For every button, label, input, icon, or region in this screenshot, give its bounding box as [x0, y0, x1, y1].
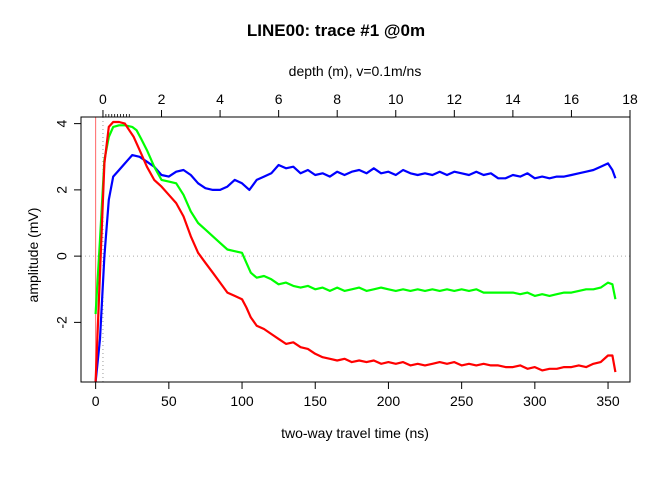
series-line-1 — [94, 124, 617, 315]
y-tick-label--2: -2 — [54, 316, 70, 329]
y-tick-label-0: 0 — [54, 252, 70, 260]
top-tick-label-12: 12 — [447, 91, 463, 107]
plot-area: 0 50 100 150 200 250 300 350 -2 0 2 4 0 2 4 6 8 10 12 14 16 1… — [54, 91, 638, 409]
x-axis-label: two-way travel time (ns) — [281, 425, 429, 441]
y-axis-label: amplitude (mV) — [25, 208, 41, 303]
x-tick-label-300: 300 — [523, 393, 547, 409]
top-tick-label-16: 16 — [564, 91, 580, 107]
plot-frame — [80, 116, 631, 383]
top-tick-label-18: 18 — [622, 91, 638, 107]
top-tick-label-6: 6 — [275, 91, 283, 107]
top-tick-label-10: 10 — [388, 91, 404, 107]
chart-title: LINE00: trace #1 @0m — [247, 21, 425, 40]
top-tick-label-0: 0 — [99, 91, 107, 107]
top-tick-label-8: 8 — [333, 91, 341, 107]
x-tick-label-150: 150 — [304, 393, 328, 409]
top-tick-label-2: 2 — [158, 91, 166, 107]
top-tick-label-4: 4 — [216, 91, 224, 107]
series-line-0 — [94, 154, 617, 382]
x-tick-label-350: 350 — [596, 393, 620, 409]
x-tick-label-250: 250 — [450, 393, 474, 409]
y-tick-label-2: 2 — [54, 186, 70, 194]
top-axis-label: depth (m), v=0.1m/ns — [289, 63, 422, 79]
x-tick-label-50: 50 — [161, 393, 177, 409]
y-tick-label-4: 4 — [54, 120, 70, 128]
top-tick-label-14: 14 — [505, 91, 521, 107]
x-tick-label-200: 200 — [377, 393, 401, 409]
series-line-2 — [94, 120, 617, 382]
x-tick-label-100: 100 — [230, 393, 254, 409]
x-tick-label-0: 0 — [92, 393, 100, 409]
